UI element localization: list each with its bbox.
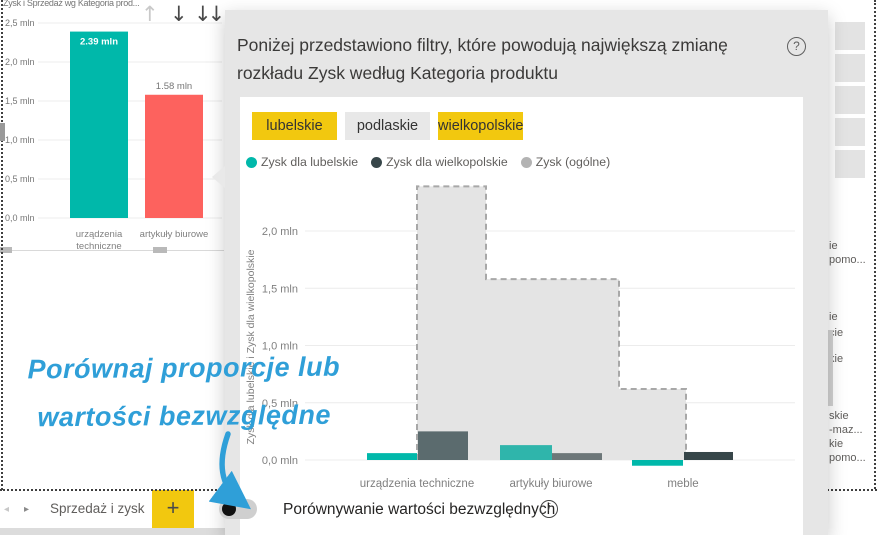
- legend-label: Zysk (ogólne): [535, 155, 611, 169]
- overall-step-area-outline: [416, 185, 687, 460]
- background-list-scrollbar[interactable]: [824, 330, 833, 406]
- bar-urządzenia techniczne[interactable]: [70, 31, 128, 218]
- dialog-combo-chart[interactable]: 0,0 mln 0,5 mln 1,0 mln 1,5 mln 2,0 mln Zysk …: [240, 177, 803, 507]
- bar-Zysk dla wielkopolskie-meble[interactable]: [684, 451, 733, 460]
- clipped-label-fragment: ie: [829, 311, 838, 323]
- annotation-line2: wartości bezwzględne: [37, 399, 332, 433]
- left-visual-title: Zysk i Sprzedaż wg Kategoria prod...: [3, 0, 140, 8]
- legend-item: Zysk dla lubelskie: [246, 155, 358, 169]
- y-axis-title: Zysk dla lubelskie i Zysk dla wielkopols…: [245, 249, 257, 444]
- clipped-label-fragment: kie: [829, 438, 844, 450]
- covered-button: [835, 86, 865, 114]
- covered-button: [835, 150, 865, 178]
- legend-dot-gray: [520, 156, 532, 168]
- y-tick-label: 1,0 mln: [262, 341, 298, 353]
- y-tick-label: 1,0 mln: [5, 135, 35, 145]
- y-tick-label: 1,5 mln: [262, 283, 298, 295]
- toggle-label: Porównywanie wartości bezwzględnych: [283, 501, 556, 518]
- legend-item: Zysk (ogólne): [520, 155, 611, 169]
- y-tick-label: 0,5 mln: [5, 174, 35, 184]
- legend-dot-teal: [246, 156, 257, 168]
- y-tick-label: 2,0 mln: [5, 57, 35, 67]
- x-category-label: meble: [667, 478, 698, 490]
- bar-value-label: 1.58 mln: [156, 81, 192, 92]
- y-tick-label: 0,0 mln: [262, 455, 298, 467]
- filter-chip-lubelskie[interactable]: lubelskie: [252, 112, 337, 140]
- expand-down-icon[interactable]: ↓↓: [194, 2, 225, 26]
- selection-border-right: [874, 0, 876, 489]
- legend-label: Zysk dla wielkopolskie: [386, 155, 508, 169]
- page-tab-bar: ◂ ▸ Sprzedaż i zysk +: [0, 490, 225, 535]
- x-category-label: artykuły biurowe: [140, 229, 209, 240]
- tab-sprzedaz-i-zysk[interactable]: Sprzedaż i zysk: [50, 501, 145, 516]
- filter-chip-podlaskie[interactable]: podlaskie: [345, 112, 430, 140]
- bar-value-label: 2.39 mln: [80, 37, 118, 48]
- left-visual-horizontal-scroll-track: [0, 250, 224, 251]
- annotation-line1: Porównaj proporcje lub: [27, 351, 341, 385]
- x-category-label: urządzenia techniczne: [76, 229, 123, 252]
- bar-Zysk dla lubelskie-urządzenia techniczne[interactable]: [367, 453, 417, 460]
- covered-button: [835, 54, 865, 82]
- y-tick-label: 0,0 mln: [5, 213, 35, 223]
- bar-Zysk dla lubelskie-meble[interactable]: [632, 460, 683, 466]
- annotation-text: Porównaj proporcje lub wartości bezwzglę…: [8, 342, 361, 441]
- info-icon[interactable]: i: [540, 500, 558, 518]
- drill-up-icon[interactable]: ↑: [141, 2, 159, 26]
- selection-border-left: [1, 0, 3, 490]
- add-page-button[interactable]: +: [152, 490, 194, 528]
- drill-down-icon[interactable]: ↓: [170, 2, 188, 26]
- clipped-label-fragment: ie: [829, 240, 838, 252]
- covered-button: [835, 22, 865, 50]
- dialog-title: Poniżej przedstawiono filtry, które powo…: [237, 35, 728, 83]
- horizontal-scroll-corner[interactable]: [0, 247, 12, 253]
- y-tick-label: 0,5 mln: [262, 398, 298, 410]
- left-visual-vertical-scrollbar[interactable]: [0, 123, 5, 141]
- legend-dot-dark: [371, 156, 383, 168]
- filter-chip-wielkopolskie[interactable]: wielkopolskie: [438, 112, 523, 140]
- arrow-path: [208, 431, 251, 510]
- clipped-label-fragment: -maz...: [829, 424, 863, 436]
- dialog-callout-pointer: [212, 166, 225, 188]
- clipped-label-fragment: skie: [829, 410, 849, 422]
- clipped-label-fragment: pomo...: [829, 452, 866, 464]
- y-tick-label: 1,5 mln: [5, 96, 35, 106]
- annotation-arrow: [208, 431, 251, 510]
- prev-page-icon[interactable]: ◂: [4, 504, 10, 515]
- bar-artykuły biurowe[interactable]: [145, 94, 203, 218]
- horizontal-scroll-thumb[interactable]: [153, 247, 167, 253]
- legend-label: Zysk dla lubelskie: [261, 155, 359, 169]
- chart-legend: Zysk dla lubelskie Zysk dla wielkopolski…: [246, 155, 610, 169]
- x-category-label: artykuły biurowe: [509, 478, 592, 490]
- bar-Zysk dla lubelskie-artykuły biurowe[interactable]: [500, 445, 552, 460]
- bar-Zysk dla wielkopolskie-artykuły biurowe[interactable]: [552, 453, 602, 460]
- next-page-icon[interactable]: ▸: [24, 504, 30, 515]
- tabbar-bottom-strip: [0, 528, 225, 535]
- y-tick-label: 2,5 mln: [5, 18, 35, 28]
- legend-item: Zysk dla wielkopolskie: [371, 155, 508, 169]
- covered-button: [835, 118, 865, 146]
- left-bar-chart[interactable]: 0,0 mln 0,5 mln 1,0 mln 1,5 mln 2,0 mln 2,5 m…: [0, 12, 225, 274]
- y-tick-label: 2,0 mln: [262, 226, 298, 238]
- clipped-label-fragment: pomo...: [829, 254, 866, 266]
- overall-step-area[interactable]: [417, 186, 686, 460]
- x-category-label: urządzenia techniczne: [360, 478, 474, 490]
- help-icon[interactable]: ?: [787, 37, 806, 56]
- bar-Zysk dla wielkopolskie-urządzenia techniczne[interactable]: [418, 431, 468, 460]
